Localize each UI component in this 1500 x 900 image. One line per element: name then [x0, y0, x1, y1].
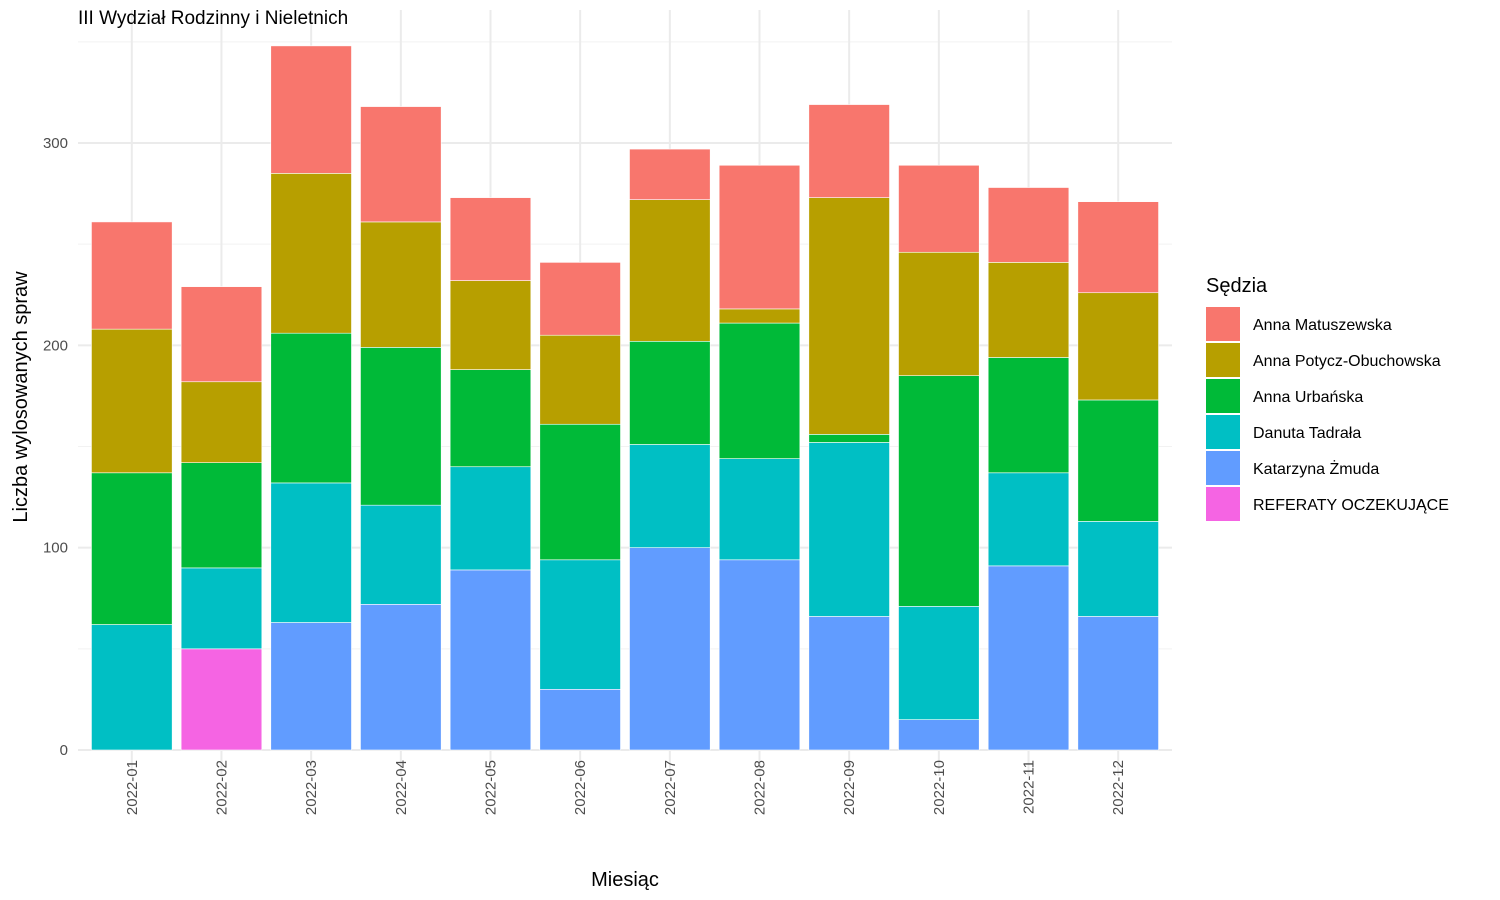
- bar-segment: [360, 604, 442, 751]
- bar-segment: [180, 286, 263, 383]
- bar-segment: [180, 381, 263, 463]
- legend-label: Anna Matuszewska: [1253, 317, 1392, 334]
- legend-label: Danuta Tadrała: [1253, 425, 1361, 442]
- bar-segment: [91, 221, 173, 330]
- x-tick-label: 2022-07: [662, 760, 679, 815]
- legend-swatch: [1206, 343, 1240, 377]
- x-axis-title: Miesiąc: [591, 869, 659, 891]
- bar-segment: [270, 482, 352, 623]
- bar-segment: [629, 148, 711, 200]
- bar-segment: [270, 173, 352, 334]
- bar-segment: [718, 458, 801, 561]
- bar-segment: [898, 375, 980, 607]
- bar-segment: [1077, 201, 1159, 294]
- bar-segment: [270, 332, 352, 484]
- bar-segment: [539, 688, 621, 751]
- bar-segment: [987, 357, 1070, 474]
- bar-segment: [808, 442, 890, 617]
- legend: Sędzia Anna Matuszewska Anna Potycz-Obuch…: [1206, 275, 1449, 521]
- x-tick-label: 2022-09: [841, 760, 858, 815]
- bar-segment: [539, 334, 621, 425]
- bar-segment: [91, 624, 173, 751]
- bar-segment: [898, 719, 980, 751]
- x-tick-label: 2022-10: [931, 760, 948, 815]
- bar-segment: [718, 164, 801, 310]
- bar-segment: [449, 280, 532, 370]
- legend-label: Anna Potycz-Obuchowska: [1253, 353, 1441, 370]
- bars: [91, 45, 1159, 751]
- bar-segment: [718, 322, 801, 459]
- bar-segment: [718, 559, 801, 751]
- y-tick-label: 200: [43, 337, 68, 354]
- bar-segment: [449, 569, 532, 751]
- legend-title: Sędzia: [1206, 275, 1268, 297]
- bar-segment: [987, 187, 1070, 263]
- legend-swatch: [1206, 451, 1240, 485]
- x-tick-label: 2022-06: [572, 760, 589, 815]
- bar-segment: [360, 221, 442, 348]
- legend-label: Katarzyna Żmuda: [1253, 459, 1379, 478]
- bar-segment: [270, 45, 352, 174]
- bar-segment: [449, 466, 532, 571]
- bar-segment: [180, 648, 263, 751]
- legend-swatch: [1206, 415, 1240, 449]
- bar-segment: [987, 262, 1070, 358]
- x-tick-label: 2022-03: [303, 760, 320, 815]
- bar-segment: [808, 104, 890, 198]
- legend-swatch: [1206, 379, 1240, 413]
- x-tick-label: 2022-12: [1110, 760, 1127, 815]
- y-axis: 0 100 200 300: [43, 135, 68, 759]
- bar-segment: [898, 164, 980, 253]
- x-tick-label: 2022-04: [393, 760, 410, 815]
- bar-segment: [360, 106, 442, 223]
- legend-label: Anna Urbańska: [1253, 389, 1363, 406]
- bar-segment: [1077, 616, 1159, 751]
- bar-segment: [987, 472, 1070, 567]
- y-tick-label: 300: [43, 135, 68, 152]
- bar-segment: [629, 199, 711, 342]
- bar-segment: [449, 197, 532, 281]
- chart-title: III Wydział Rodzinny i Nieletnich: [78, 8, 349, 29]
- legend-label: REFERATY OCZEKUJĄCE: [1253, 497, 1449, 514]
- bar-segment: [1077, 521, 1159, 617]
- bar-segment: [539, 262, 621, 336]
- bar-segment: [91, 328, 173, 474]
- bar-segment: [629, 444, 711, 548]
- y-tick-label: 100: [43, 540, 68, 557]
- y-tick-label: 0: [60, 742, 68, 759]
- bar-segment: [808, 197, 890, 435]
- bar-segment: [449, 369, 532, 468]
- x-tick-label: 2022-08: [752, 760, 769, 815]
- x-axis: 2022-01 2022-02 2022-03 2022-04 2022-05 2022-…: [124, 760, 1127, 815]
- x-tick-label: 2022-02: [213, 760, 230, 815]
- bar-segment: [987, 565, 1070, 751]
- x-tick-label: 2022-01: [124, 760, 141, 815]
- x-tick-label: 2022-11: [1021, 760, 1038, 814]
- bar-segment: [1077, 399, 1159, 522]
- bar-segment: [360, 504, 442, 605]
- bar-segment: [1077, 292, 1159, 401]
- legend-swatch: [1206, 487, 1240, 521]
- bar-segment: [898, 251, 980, 376]
- bar-segment: [360, 347, 442, 506]
- bar-segment: [808, 434, 890, 443]
- bar-segment: [629, 547, 711, 751]
- bar-segment: [629, 340, 711, 445]
- bar-segment: [539, 559, 621, 690]
- y-axis-title: Liczba wylosowanych spraw: [10, 271, 32, 523]
- bar-segment: [91, 472, 173, 625]
- x-tick-label: 2022-05: [482, 760, 499, 815]
- bar-segment: [180, 462, 263, 569]
- bar-segment: [808, 616, 890, 751]
- legend-swatch: [1206, 307, 1240, 341]
- bar-segment: [539, 423, 621, 561]
- bar-segment: [898, 606, 980, 720]
- bar-segment: [270, 622, 352, 751]
- bar-segment: [180, 567, 263, 650]
- bar-segment: [718, 308, 801, 324]
